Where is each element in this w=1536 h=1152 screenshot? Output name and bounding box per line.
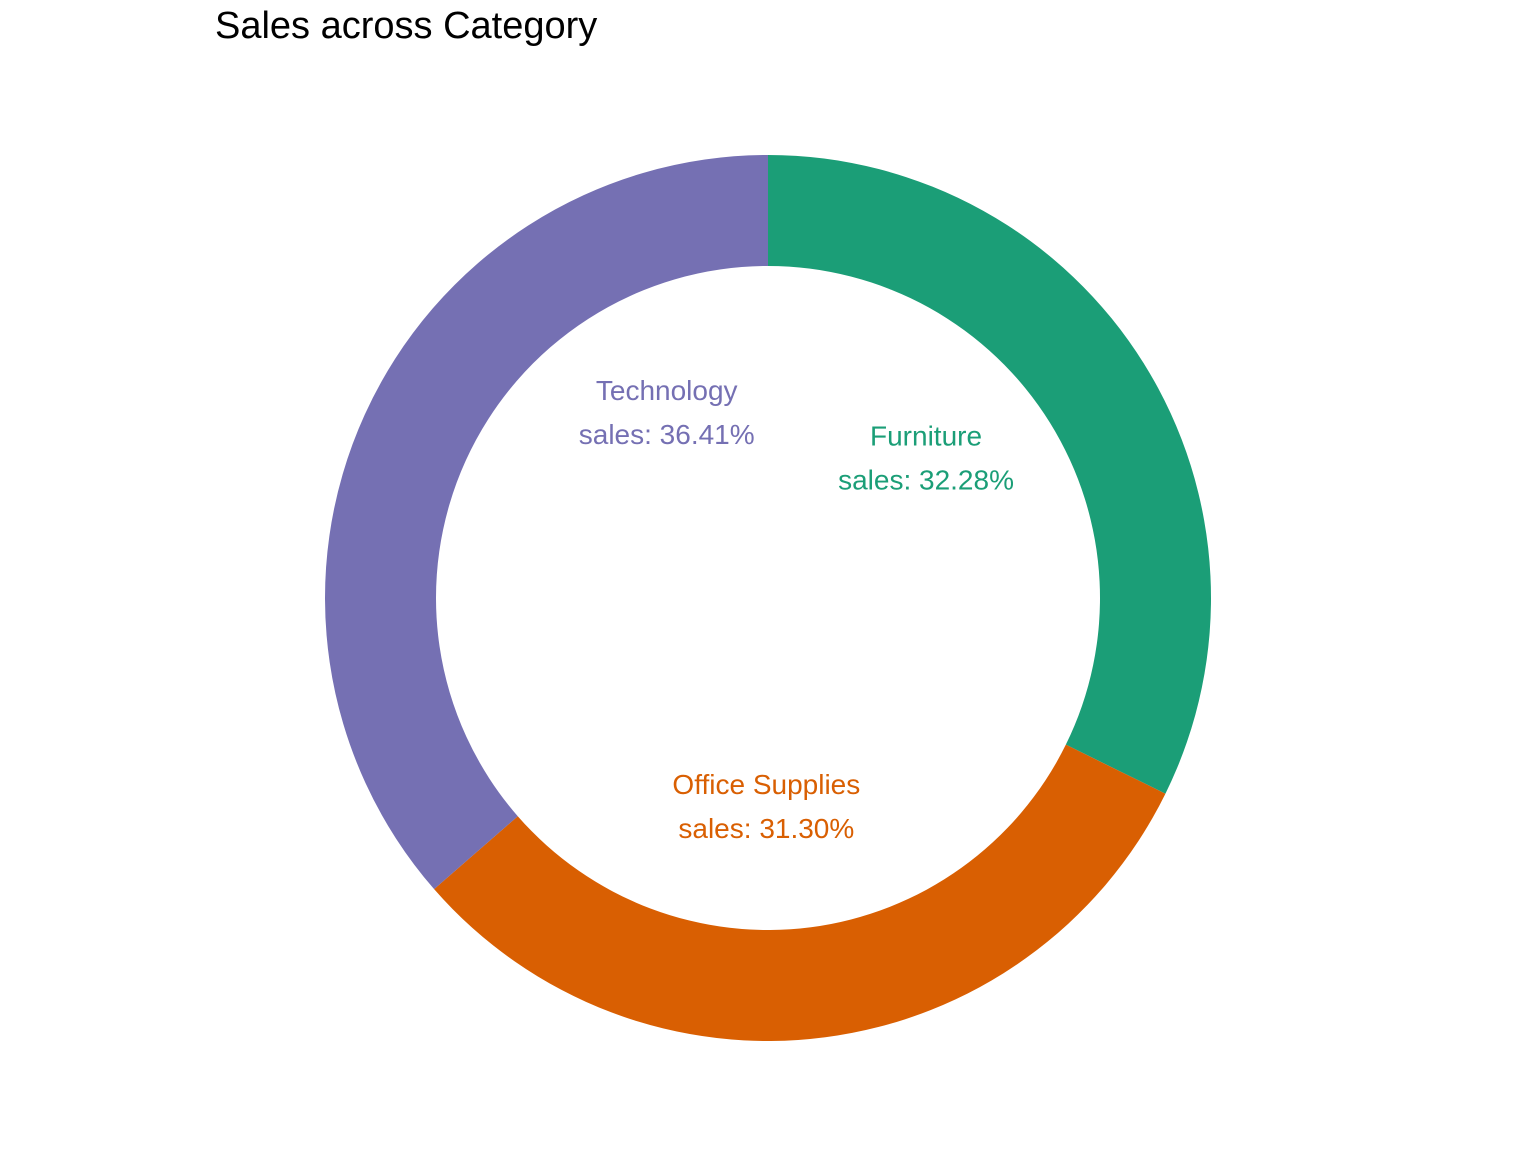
- labels-layer: Furniture sales: 32.28% Office Supplies sal…: [579, 375, 1014, 844]
- slice-label-furniture: Furniture: [870, 421, 982, 452]
- chart-title: Sales across Category: [215, 5, 598, 47]
- slice-label-office-supplies: Office Supplies: [672, 769, 860, 800]
- slice-label-technology: Technology: [596, 375, 738, 406]
- slice-office-supplies: [434, 744, 1166, 1041]
- slices-layer: [325, 155, 1211, 1041]
- slice-technology: [325, 155, 768, 890]
- slice-value-office-supplies: sales: 31.30%: [678, 813, 854, 844]
- slice-furniture: [768, 155, 1211, 794]
- slice-value-furniture: sales: 32.28%: [838, 465, 1014, 496]
- slice-value-technology: sales: 36.41%: [579, 419, 755, 450]
